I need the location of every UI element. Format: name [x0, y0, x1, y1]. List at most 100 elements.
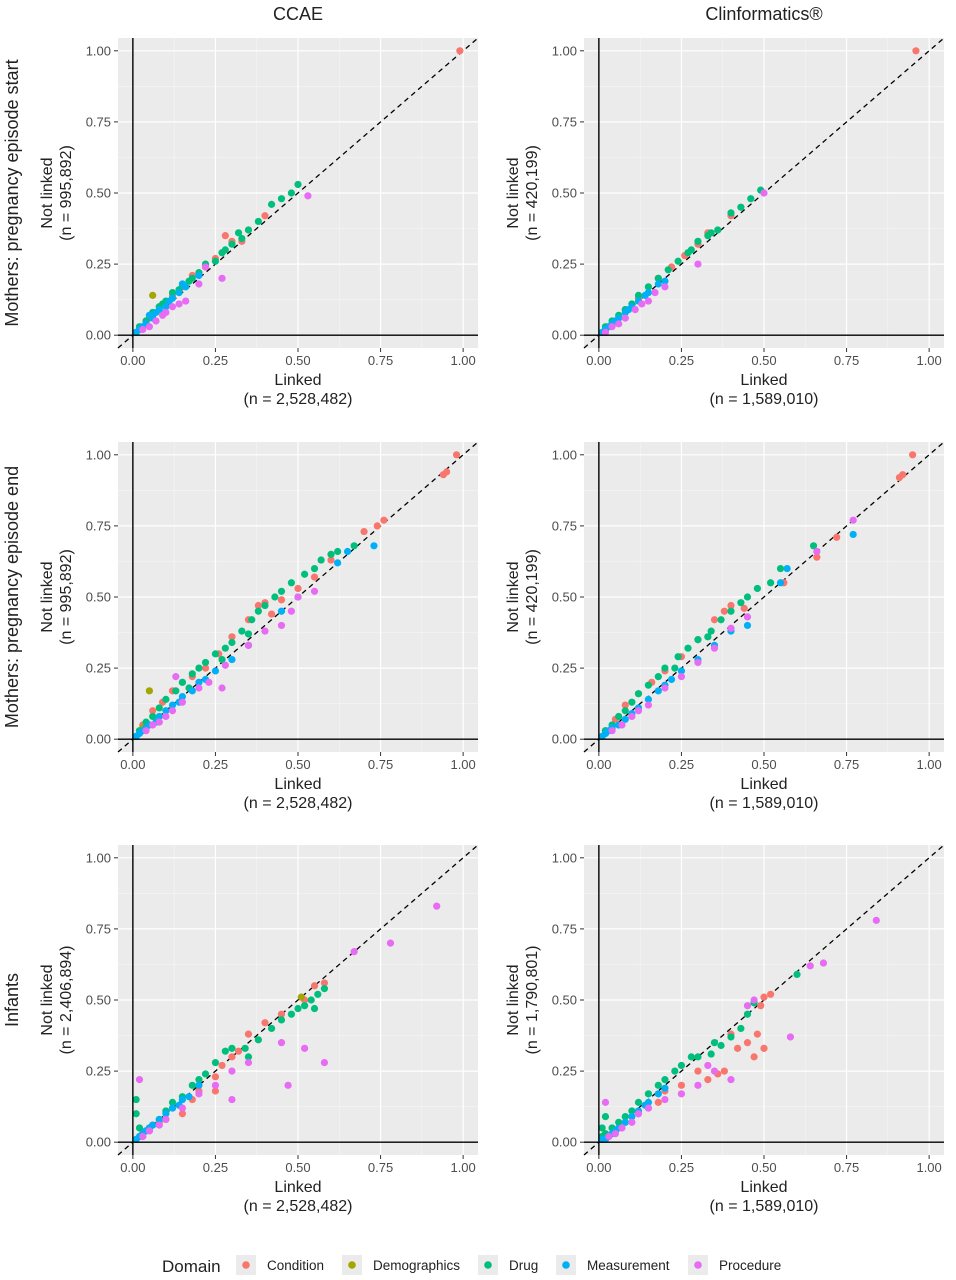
data-point: [145, 687, 153, 695]
y-tick-label: 0.25: [86, 661, 111, 676]
data-point: [677, 673, 686, 681]
data-point: [155, 712, 163, 721]
data-point: [228, 1044, 236, 1052]
data-point: [155, 704, 163, 712]
data-point: [661, 283, 669, 291]
data-point: [621, 701, 629, 709]
data-point: [178, 1095, 187, 1104]
x-tick-label: 1.00: [916, 757, 941, 772]
data-point: [694, 260, 702, 268]
series-procedure: [601, 189, 768, 336]
panels: 0.00 0.00 0.25 0.25 0.50 0.50 0.75 0.75 1.00 1.00…: [39, 37, 945, 1215]
data-point: [175, 300, 183, 308]
scatter-panel: 0.00 0.00 0.25 0.25 0.50 0.50 0.75 0.75 1.00 1.00…: [39, 844, 479, 1215]
data-point: [621, 1113, 629, 1121]
data-point: [195, 1081, 203, 1089]
y-tick-label: 0.75: [86, 921, 111, 936]
data-point: [244, 641, 253, 649]
data-point: [710, 1067, 719, 1075]
data-point: [261, 1019, 269, 1027]
data-point: [849, 530, 857, 539]
data-point: [912, 47, 920, 55]
data-point: [694, 1081, 702, 1089]
data-point: [667, 675, 676, 684]
data-point: [651, 288, 659, 297]
data-point: [294, 1004, 302, 1013]
series-procedure: [142, 587, 319, 735]
data-point: [618, 1124, 626, 1132]
data-point: [654, 687, 662, 695]
data-point: [710, 616, 719, 624]
y-tick-label: 0.75: [552, 518, 577, 533]
data-point: [776, 564, 785, 573]
data-point: [221, 644, 229, 652]
data-point: [244, 1030, 253, 1038]
y-tick-label: 0.00: [86, 732, 111, 747]
y-tick-label: 0.50: [86, 186, 111, 201]
data-point: [168, 707, 177, 715]
data-point: [601, 1113, 610, 1121]
data-point: [188, 687, 196, 695]
y-tick-label: 0.00: [552, 732, 577, 747]
x-axis-subtitle: (n = 1,589,010): [710, 795, 819, 812]
data-point: [694, 1053, 702, 1061]
data-point: [628, 1107, 636, 1115]
data-point: [661, 664, 669, 672]
y-tick-label: 0.75: [552, 114, 577, 129]
data-point: [277, 587, 286, 595]
data-point: [644, 695, 653, 703]
data-point: [743, 613, 752, 621]
data-point: [452, 451, 461, 459]
data-point: [277, 195, 286, 203]
data-point: [267, 1024, 276, 1033]
data-point: [244, 630, 253, 638]
data-point: [872, 916, 880, 924]
data-point: [750, 1053, 758, 1061]
data-point: [664, 266, 672, 274]
data-point: [201, 1070, 210, 1078]
data-point: [218, 274, 226, 282]
data-point: [661, 1095, 669, 1104]
data-point: [677, 1090, 686, 1098]
data-point: [149, 712, 157, 721]
x-tick-label: 0.25: [203, 353, 228, 368]
data-point: [760, 993, 768, 1001]
data-point: [185, 277, 193, 285]
x-tick-label: 1.00: [450, 1160, 475, 1175]
data-point: [638, 300, 646, 308]
data-point: [165, 297, 173, 305]
data-point: [644, 1090, 653, 1098]
y-tick-label: 1.00: [552, 43, 577, 58]
legend-label: Procedure: [719, 1258, 781, 1273]
data-point: [641, 291, 649, 299]
data-point: [727, 601, 735, 610]
data-point: [717, 1041, 725, 1050]
data-point: [182, 283, 190, 291]
y-tick-label: 0.50: [552, 590, 577, 605]
data-point: [350, 948, 358, 956]
x-tick-label: 1.00: [450, 353, 475, 368]
series-measurement: [132, 542, 378, 740]
data-point: [661, 1084, 669, 1092]
data-point: [628, 698, 636, 706]
y-tick-label: 1.00: [86, 447, 111, 462]
data-point: [304, 192, 312, 200]
data-point: [895, 473, 904, 482]
y-axis-subtitle: (n = 420,199): [524, 549, 541, 645]
x-tick-label: 0.00: [120, 1160, 145, 1175]
data-point: [628, 712, 636, 721]
data-point: [228, 1095, 236, 1104]
data-point: [139, 1132, 147, 1141]
data-point: [175, 288, 183, 297]
data-point: [684, 644, 692, 652]
data-point: [386, 939, 395, 947]
data-point: [287, 579, 295, 587]
data-point: [218, 655, 226, 664]
data-point: [234, 1047, 243, 1055]
data-point: [720, 1067, 728, 1075]
data-point: [287, 189, 295, 197]
data-point: [284, 1081, 292, 1089]
data-point: [277, 621, 286, 630]
data-point: [145, 1127, 153, 1135]
data-point: [162, 308, 170, 317]
